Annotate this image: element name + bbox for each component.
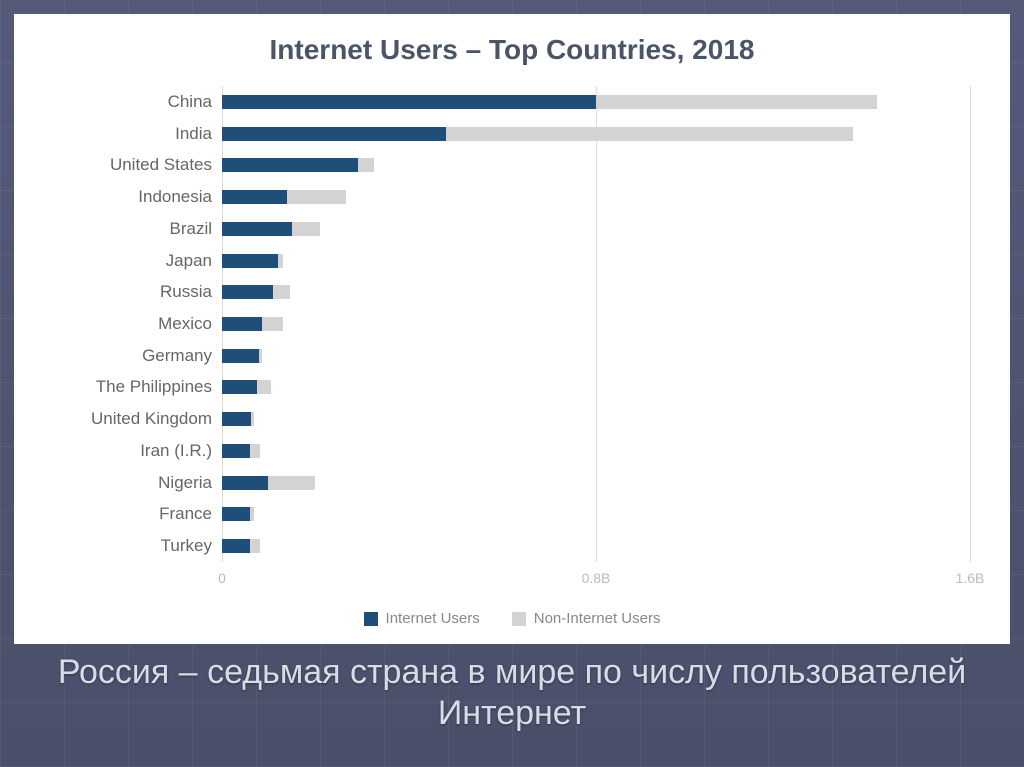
x-tick-label: 0.8B <box>582 570 611 586</box>
slide-caption: Россия – седьмая страна в мире по числу … <box>14 644 1010 735</box>
bar-area <box>222 507 970 521</box>
bar-segment-noninternet <box>596 95 877 109</box>
x-tick-label: 1.6B <box>956 570 985 586</box>
category-label: United Kingdom <box>54 409 222 429</box>
chart-row: Brazil <box>54 213 970 245</box>
category-label: Mexico <box>54 314 222 334</box>
category-label: Russia <box>54 282 222 302</box>
chart-plot: 00.8B1.6BChinaIndiaUnited StatesIndonesi… <box>54 86 970 596</box>
legend-swatch <box>512 612 526 626</box>
bar-area <box>222 254 970 268</box>
chart-legend: Internet Users Non-Internet Users <box>14 604 1010 644</box>
bar-segment-internet <box>222 95 596 109</box>
category-label: Brazil <box>54 219 222 239</box>
category-label: The Philippines <box>54 377 222 397</box>
bar-segment-internet <box>222 254 278 268</box>
bar-segment-internet <box>222 412 251 426</box>
category-label: Iran (I.R.) <box>54 441 222 461</box>
chart-body: 0 0.8B 1.6B China India United States Indonesi… <box>14 80 1010 604</box>
chart-row: Nigeria <box>54 467 970 499</box>
bar-segment-noninternet <box>257 380 271 394</box>
chart-row: Mexico <box>54 308 970 340</box>
bar-segment-noninternet <box>262 317 283 331</box>
bar-area <box>222 539 970 553</box>
bar-segment-noninternet <box>250 507 254 521</box>
category-label: India <box>54 124 222 144</box>
category-label: China <box>54 92 222 112</box>
bar-area <box>222 190 970 204</box>
category-label: Germany <box>54 346 222 366</box>
chart-row: Russia <box>54 276 970 308</box>
bar-area <box>222 158 970 172</box>
bar-area <box>222 412 970 426</box>
chart-card: Internet Users – Top Countries, 2018 0 0.… <box>14 14 1010 644</box>
category-label: Nigeria <box>54 473 222 493</box>
chart-row: Japan <box>54 245 970 277</box>
chart-row: Iran (I.R.) <box>54 435 970 467</box>
gridline <box>970 86 971 562</box>
chart-row: India <box>54 118 970 150</box>
bar-segment-internet <box>222 317 262 331</box>
bar-area <box>222 444 970 458</box>
category-label: United States <box>54 155 222 175</box>
bar-segment-internet <box>222 190 287 204</box>
chart-row: China <box>54 86 970 118</box>
category-label: Indonesia <box>54 187 222 207</box>
bar-segment-noninternet <box>292 222 320 236</box>
bar-segment-noninternet <box>268 476 315 490</box>
x-tick-label: 0 <box>218 570 226 586</box>
chart-row: Germany <box>54 340 970 372</box>
legend-item: Internet Users <box>364 610 480 627</box>
chart-rows: China India United States Indonesia Brazil Ja… <box>54 86 970 562</box>
bar-area <box>222 127 970 141</box>
chart-row: France <box>54 499 970 531</box>
bar-area <box>222 349 970 363</box>
bar-segment-internet <box>222 222 292 236</box>
bar-segment-noninternet <box>287 190 345 204</box>
bar-segment-noninternet <box>250 444 260 458</box>
chart-row: The Philippines <box>54 372 970 404</box>
bar-segment-internet <box>222 476 268 490</box>
chart-row: Indonesia <box>54 181 970 213</box>
category-label: Japan <box>54 251 222 271</box>
bar-segment-noninternet <box>250 539 260 553</box>
bar-area <box>222 380 970 394</box>
bar-segment-noninternet <box>259 349 261 363</box>
bar-segment-internet <box>222 158 358 172</box>
bar-segment-internet <box>222 127 446 141</box>
slide-frame: Internet Users – Top Countries, 2018 0 0.… <box>0 0 1024 767</box>
legend-item: Non-Internet Users <box>512 610 661 627</box>
chart-row: United States <box>54 149 970 181</box>
legend-label: Internet Users <box>386 610 480 627</box>
chart-title: Internet Users – Top Countries, 2018 <box>14 14 1010 80</box>
bar-area <box>222 222 970 236</box>
bar-segment-internet <box>222 539 250 553</box>
bar-segment-noninternet <box>251 412 253 426</box>
bar-segment-noninternet <box>273 285 289 299</box>
bar-segment-internet <box>222 349 259 363</box>
category-label: Turkey <box>54 536 222 556</box>
bar-area <box>222 95 970 109</box>
category-label: France <box>54 504 222 524</box>
bar-segment-noninternet <box>358 158 374 172</box>
bar-area <box>222 317 970 331</box>
bar-segment-noninternet <box>446 127 853 141</box>
chart-row: Turkey <box>54 530 970 562</box>
bar-segment-internet <box>222 380 257 394</box>
legend-swatch <box>364 612 378 626</box>
bar-segment-internet <box>222 507 250 521</box>
bar-segment-noninternet <box>278 254 283 268</box>
bar-area <box>222 476 970 490</box>
bar-area <box>222 285 970 299</box>
bar-segment-internet <box>222 285 273 299</box>
legend-label: Non-Internet Users <box>534 610 661 627</box>
chart-row: United Kingdom <box>54 403 970 435</box>
bar-segment-internet <box>222 444 250 458</box>
